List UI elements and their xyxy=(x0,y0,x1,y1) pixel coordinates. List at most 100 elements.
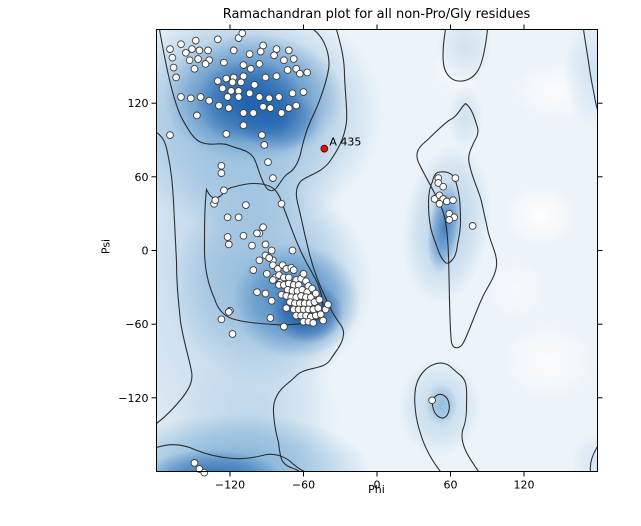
residue-point xyxy=(253,229,261,238)
residue-point xyxy=(267,246,276,255)
outlier-point xyxy=(320,144,329,153)
density-blob xyxy=(563,29,598,130)
y-tick-label: 60 xyxy=(135,171,149,184)
residue-point xyxy=(186,94,195,103)
residue-point xyxy=(190,459,199,467)
residue-point xyxy=(435,199,444,208)
residue-point xyxy=(289,55,298,63)
residue-point xyxy=(277,109,286,117)
residue-point xyxy=(255,256,264,265)
residue-point xyxy=(261,289,270,298)
y-axis-label: Psi xyxy=(99,238,113,255)
residue-point xyxy=(284,104,293,112)
axis-ticks xyxy=(151,24,603,477)
residue-point xyxy=(196,93,205,101)
residue-point xyxy=(218,84,227,93)
residue-point xyxy=(222,130,231,138)
residue-point xyxy=(249,266,258,274)
residue-point xyxy=(223,93,232,101)
residue-point xyxy=(439,182,448,191)
contour-lh-outer xyxy=(416,102,498,349)
residue-point xyxy=(220,186,228,195)
residue-point xyxy=(283,66,292,74)
residue-point xyxy=(185,56,194,65)
residue-point xyxy=(228,78,237,87)
residue-point xyxy=(217,161,226,170)
y-tick-label: −120 xyxy=(118,392,148,405)
residue-point xyxy=(261,240,270,249)
residue-point xyxy=(275,93,283,101)
residue-point xyxy=(299,269,308,278)
residue-point xyxy=(324,300,332,309)
residue-point xyxy=(166,131,174,139)
residue-point xyxy=(205,96,214,105)
residue-point xyxy=(245,50,254,58)
residue-point xyxy=(168,53,177,62)
plot-area: A 435 −120 −60 0 60 120 120 60 0 −60 −120 xyxy=(118,24,603,492)
residue-point xyxy=(191,36,200,45)
residue-points xyxy=(166,29,477,477)
residue-point xyxy=(255,93,264,101)
residue-point xyxy=(282,304,291,313)
residue-point xyxy=(200,468,209,477)
residue-point xyxy=(237,78,245,87)
contour-lines xyxy=(156,29,598,472)
contour-outer-right xyxy=(272,29,348,472)
residue-point xyxy=(264,158,272,166)
residue-point xyxy=(215,101,223,110)
residue-point xyxy=(284,46,293,55)
residue-point xyxy=(303,68,312,77)
contour-br-corner xyxy=(589,445,598,472)
density-blob xyxy=(486,259,547,320)
residue-point xyxy=(289,266,298,274)
residue-point xyxy=(211,196,220,205)
density-field xyxy=(156,29,598,472)
residue-point xyxy=(227,87,236,95)
contour-outer-left xyxy=(156,131,193,425)
density-blob xyxy=(447,85,484,150)
residue-point xyxy=(272,72,281,81)
residue-point xyxy=(255,60,264,68)
residue-point xyxy=(428,396,436,405)
contour-alpha-inner xyxy=(203,182,324,326)
residue-point xyxy=(222,74,231,83)
residue-point xyxy=(234,93,243,101)
residue-point xyxy=(220,58,228,67)
residue-point xyxy=(299,88,308,96)
axis-tick-labels: −120 −60 0 60 120 120 60 0 −60 −120 xyxy=(118,97,534,491)
residue-point xyxy=(248,241,256,250)
residue-point xyxy=(224,308,233,316)
x-tick-label: −60 xyxy=(292,479,315,492)
residue-point xyxy=(261,73,270,82)
residue-point xyxy=(166,45,174,53)
x-tick-label: −120 xyxy=(215,479,245,492)
residue-point xyxy=(269,174,277,182)
residue-point xyxy=(229,46,238,55)
density-blob xyxy=(425,383,458,426)
residue-point xyxy=(277,199,286,208)
residue-point xyxy=(246,64,255,73)
contour-right-edge xyxy=(582,29,598,111)
residue-point xyxy=(223,233,232,241)
residue-point xyxy=(266,104,275,112)
residue-point xyxy=(265,254,274,262)
plot-title: Ramachandran plot for all non-Pro/Gly re… xyxy=(222,7,531,22)
residue-point xyxy=(311,289,320,298)
residue-point xyxy=(266,314,275,322)
residue-point xyxy=(224,104,233,112)
residue-point xyxy=(250,80,259,89)
residue-point xyxy=(239,121,248,130)
y-tick-label: −60 xyxy=(125,318,148,331)
residue-point xyxy=(201,60,210,68)
residue-point xyxy=(193,111,201,120)
residue-point xyxy=(292,101,301,110)
residue-point xyxy=(213,35,222,44)
x-tick-label: 60 xyxy=(444,479,458,492)
residue-point xyxy=(468,222,477,230)
residue-point xyxy=(217,169,226,178)
residue-point xyxy=(445,215,454,224)
contour-br-outer xyxy=(414,362,480,472)
contour-tr-lobe xyxy=(442,29,489,82)
residue-point xyxy=(223,213,232,222)
